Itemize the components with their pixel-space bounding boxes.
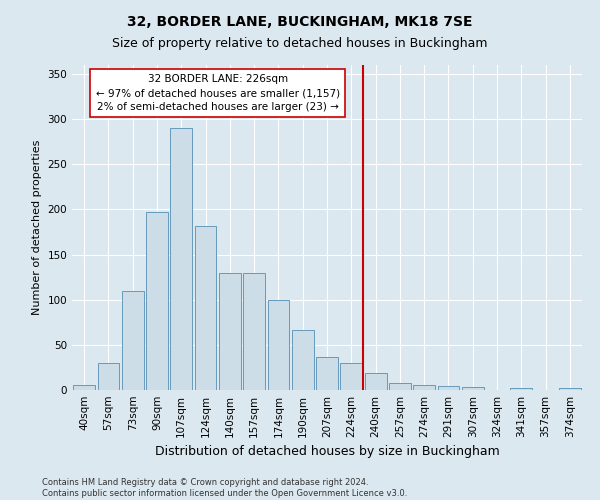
Bar (389, 383, 411, 390)
Bar (268, 300, 289, 390)
Text: 32, BORDER LANE, BUCKINGHAM, MK18 7SE: 32, BORDER LANE, BUCKINGHAM, MK18 7SE (127, 15, 473, 29)
Bar (365, 373, 386, 390)
Bar (559, 388, 581, 390)
Bar (194, 226, 217, 390)
Bar (243, 272, 265, 390)
Bar (316, 356, 338, 390)
Bar (292, 330, 314, 390)
Bar (413, 386, 435, 390)
Bar (170, 128, 192, 390)
Bar (437, 386, 460, 390)
Bar (73, 384, 95, 390)
Bar (219, 272, 241, 390)
Text: Size of property relative to detached houses in Buckingham: Size of property relative to detached ho… (112, 38, 488, 51)
Text: Contains HM Land Registry data © Crown copyright and database right 2024.
Contai: Contains HM Land Registry data © Crown c… (42, 478, 407, 498)
Bar (340, 363, 362, 390)
Y-axis label: Number of detached properties: Number of detached properties (32, 140, 42, 315)
Bar (511, 388, 532, 390)
Bar (122, 290, 143, 390)
Bar (146, 212, 168, 390)
Bar (97, 363, 119, 390)
Text: 32 BORDER LANE: 226sqm
← 97% of detached houses are smaller (1,157)
2% of semi-d: 32 BORDER LANE: 226sqm ← 97% of detached… (95, 74, 340, 112)
X-axis label: Distribution of detached houses by size in Buckingham: Distribution of detached houses by size … (155, 446, 499, 458)
Bar (462, 388, 484, 390)
